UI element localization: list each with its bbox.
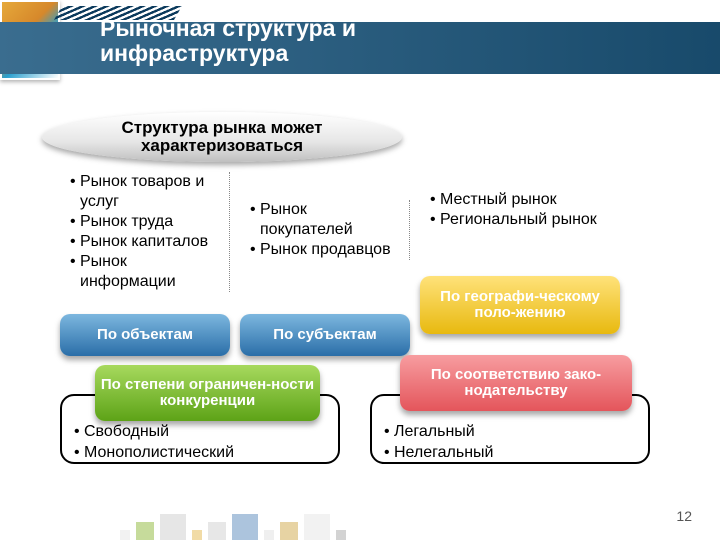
pill-by-legality: По соответствию зако-нодательству: [400, 355, 632, 411]
list-item: Монополистический: [74, 443, 326, 464]
list-competition: Свободный Монополистический: [74, 422, 326, 464]
list-item: Свободный: [74, 422, 326, 443]
list-item: Рынок продавцов: [250, 240, 401, 260]
list-subjects: Рынок покупателей Рынок продавцов: [250, 200, 401, 260]
list-item: Рынок информации: [70, 252, 221, 292]
pill-label: По объектам: [97, 327, 193, 343]
pill-label: По соответствию зако-нодательству: [400, 367, 632, 399]
list-item: Рынок покупателей: [250, 200, 401, 240]
pill-label: По субъектам: [273, 327, 376, 343]
list-item: Рынок труда: [70, 212, 221, 232]
column-geo: Местный рынок Региональный рынок: [420, 190, 620, 230]
list-item: Нелегальный: [384, 443, 636, 464]
pill-by-geo: По географи-ческому поло-жению: [420, 276, 620, 334]
footer-squares-deco: [120, 510, 620, 540]
pill-by-subjects: По субъектам: [240, 314, 410, 356]
title-line-1: Рыночная структура и: [100, 15, 356, 41]
page-number: 12: [676, 508, 692, 524]
pill-label: По степени ограничен-ности конкуренции: [95, 377, 320, 409]
subtitle-oval: Структура рынка может характеризоваться: [42, 112, 402, 162]
list-item: Рынок капиталов: [70, 232, 221, 252]
list-objects: Рынок товаров и услуг Рынок труда Рынок …: [70, 172, 221, 292]
column-objects: Рынок товаров и услуг Рынок труда Рынок …: [60, 172, 230, 292]
list-item: Рынок товаров и услуг: [70, 172, 221, 212]
subtitle-text: Структура рынка может характеризоваться: [42, 119, 402, 155]
list-item: Легальный: [384, 422, 636, 443]
list-item: Местный рынок: [430, 190, 612, 210]
title-line-2: инфраструктура: [100, 40, 288, 66]
slide-title: Рыночная структура и инфраструктура: [100, 16, 356, 67]
list-legality: Легальный Нелегальный: [384, 422, 636, 464]
pill-by-objects: По объектам: [60, 314, 230, 356]
list-item: Региональный рынок: [430, 210, 612, 230]
list-geo: Местный рынок Региональный рынок: [430, 190, 612, 230]
pill-by-competition: По степени ограничен-ности конкуренции: [95, 365, 320, 421]
column-subjects: Рынок покупателей Рынок продавцов: [240, 200, 410, 260]
pill-label: По географи-ческому поло-жению: [420, 289, 620, 321]
